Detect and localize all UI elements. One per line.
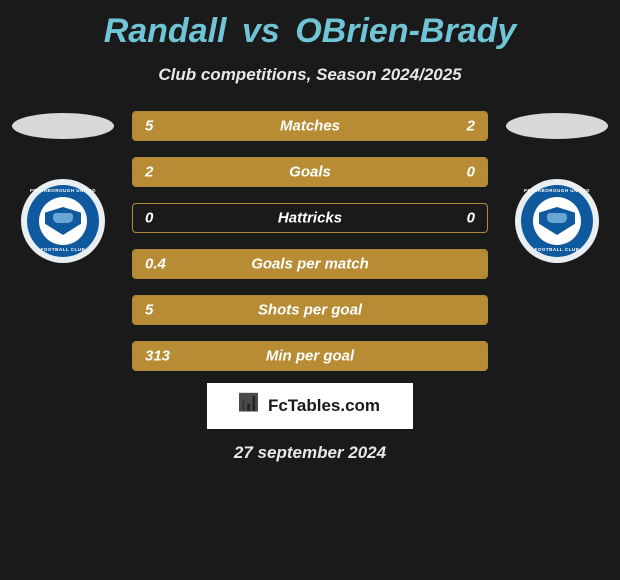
title-vs: vs [242, 12, 280, 50]
stat-bar: 0 Hattricks 0 [132, 203, 488, 233]
stat-bar: 5 Shots per goal [132, 295, 488, 325]
stat-label: Shots per goal [258, 302, 362, 319]
stat-bar: 313 Min per goal [132, 341, 488, 371]
stat-bar: 0.4 Goals per match [132, 249, 488, 279]
subtitle: Club competitions, Season 2024/2025 [0, 65, 620, 85]
right-player-col: PETERBOROUGH UNITED FOOTBALL CLUB [502, 111, 612, 263]
stat-fill-left [133, 112, 386, 140]
badge-club-name-bot: FOOTBALL CLUB [515, 247, 599, 252]
player1-photo-placeholder [12, 113, 114, 139]
stat-value-left: 0.4 [145, 256, 166, 273]
player2-club-badge: PETERBOROUGH UNITED FOOTBALL CLUB [515, 179, 599, 263]
stat-value-right: 2 [467, 118, 475, 135]
brand-box[interactable]: FcTables.com [207, 383, 413, 429]
player1-club-badge: PETERBOROUGH UNITED FOOTBALL CLUB [21, 179, 105, 263]
stat-value-right: 0 [467, 210, 475, 227]
stat-label: Matches [280, 118, 340, 135]
stat-value-left: 5 [145, 302, 153, 319]
stat-bar: 5 Matches 2 [132, 111, 488, 141]
main-row: PETERBOROUGH UNITED FOOTBALL CLUB 5 Match… [0, 111, 620, 371]
stat-label: Min per goal [266, 348, 354, 365]
stat-value-right: 0 [467, 164, 475, 181]
stat-value-left: 2 [145, 164, 153, 181]
stat-value-left: 313 [145, 348, 170, 365]
title-player1: Randall [104, 12, 227, 50]
title-player2: OBrien-Brady [295, 12, 516, 50]
chart-icon [240, 396, 262, 416]
player2-photo-placeholder [506, 113, 608, 139]
badge-inner-circle [533, 197, 581, 245]
badge-shield-icon [539, 207, 575, 235]
comparison-container: Randall vs OBrien-Brady Club competition… [0, 0, 620, 463]
left-player-col: PETERBOROUGH UNITED FOOTBALL CLUB [8, 111, 118, 263]
stat-label: Goals [289, 164, 331, 181]
stats-column: 5 Matches 2 2 Goals 0 0 Hattricks 0 0.4 Goals per … [132, 111, 488, 371]
badge-inner-circle [39, 197, 87, 245]
stat-label: Goals per match [251, 256, 369, 273]
stat-bar: 2 Goals 0 [132, 157, 488, 187]
badge-club-name-top: PETERBOROUGH UNITED [515, 188, 599, 193]
badge-club-name-top: PETERBOROUGH UNITED [21, 188, 105, 193]
footer-date: 27 september 2024 [0, 443, 620, 463]
stat-value-left: 5 [145, 118, 153, 135]
brand-text: FcTables.com [268, 396, 380, 416]
badge-shield-icon [45, 207, 81, 235]
page-title: Randall vs OBrien-Brady [0, 12, 620, 51]
stat-value-left: 0 [145, 210, 153, 227]
badge-club-name-bot: FOOTBALL CLUB [21, 247, 105, 252]
stat-label: Hattricks [278, 210, 342, 227]
